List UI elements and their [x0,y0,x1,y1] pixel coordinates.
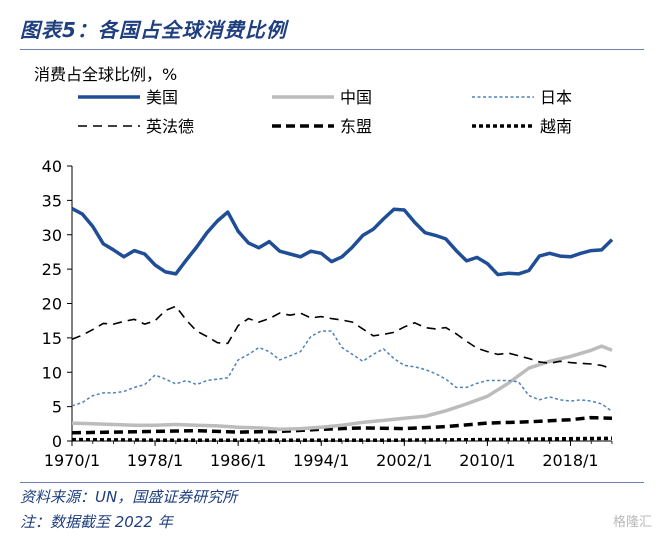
y-tick-label: 10 [42,363,62,382]
legend-label-3: 英法德 [146,117,194,136]
series-line-0 [71,207,614,277]
x-tick-label: 1978/1 [127,451,183,470]
x-axis: 1970/1 1978/1 1986/1 1994/1 2002/1 2010/1 2018… [44,440,613,470]
y-tick-label: 35 [42,191,62,210]
y-tick-label: 0 [52,432,62,451]
y-tick-label: 40 [42,157,62,176]
x-tick-label: 2002/1 [376,451,432,470]
y-tick-label: 15 [42,329,62,348]
data-note: 注：数据截至 2022 年 [20,513,173,531]
x-tick-label: 2010/1 [459,451,515,470]
y-tick-label: 20 [42,295,62,314]
series-line-5 [71,436,613,443]
series-line-1 [71,344,613,432]
series-line-2 [71,330,613,413]
figure-title: 图表5：各国占全球消费比例 [20,18,287,42]
y-axis: 0 5 10 15 20 25 30 35 40 [42,157,73,451]
legend-label-0: 美国 [146,88,178,107]
plot-area [71,207,614,443]
y-tick-label: 30 [42,226,62,245]
title-divider [20,49,644,50]
y-axis-label: 消费占全球比例，% [34,65,177,84]
legend-label-5: 越南 [540,117,572,136]
source-note: 资料来源：UN，国盛证券研究所 [20,488,238,506]
legend-label-2: 日本 [540,88,572,107]
x-tick-label: 1970/1 [44,451,100,470]
legend-label-4: 东盟 [340,117,372,136]
footer-divider [20,482,644,483]
x-tick-label: 2018/1 [542,451,598,470]
legend-label-1: 中国 [340,88,372,107]
x-tick-label: 1994/1 [293,451,349,470]
y-tick-label: 25 [42,260,62,279]
y-tick-label: 5 [52,398,62,417]
series-line-3 [71,305,613,370]
x-tick-label: 1986/1 [210,451,266,470]
watermark-logo: 格隆汇 [612,515,652,530]
